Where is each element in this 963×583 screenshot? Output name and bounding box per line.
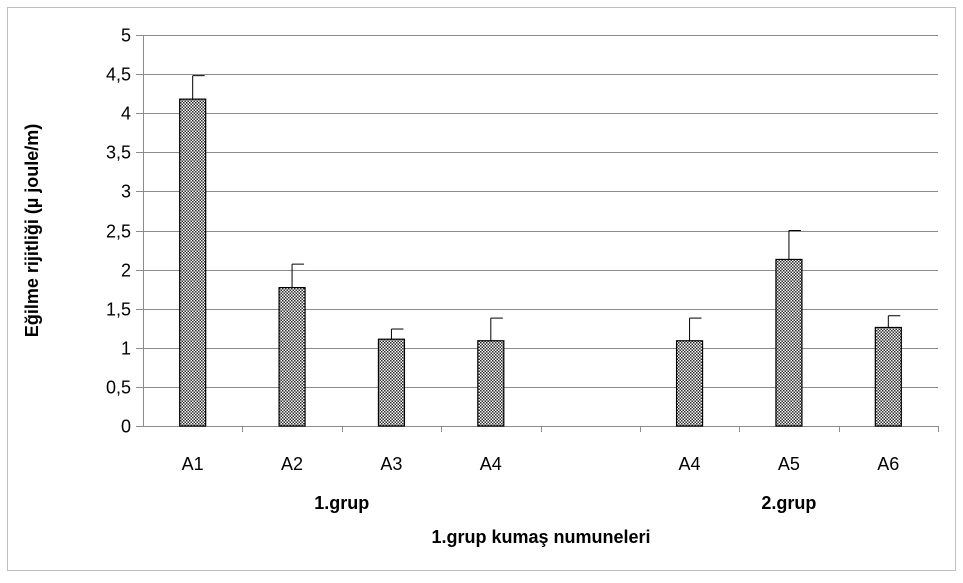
y-tick-label: 2,5	[106, 222, 131, 242]
bar-a6	[874, 326, 902, 427]
x-tick-label: A4	[480, 454, 502, 474]
gridlines	[136, 35, 939, 432]
x-axis-title: 1.grup kumaş numuneleri	[431, 527, 650, 547]
y-tick-label: 1,5	[106, 300, 131, 320]
y-tick-label: 4,5	[106, 65, 131, 85]
x-tick-label: A1	[182, 454, 204, 474]
x-tick-label: A5	[778, 454, 800, 474]
x-tick-label: A2	[281, 454, 303, 474]
x-tick-label: A6	[877, 454, 899, 474]
x-tick-label: A4	[679, 454, 701, 474]
bar-a5	[775, 258, 803, 427]
y-tick-label: 0,5	[106, 378, 131, 398]
bar-a1	[179, 98, 207, 427]
y-tick-label: 0	[121, 417, 131, 437]
y-axis-title: Eğilme rijitliği (µ joule/m)	[22, 124, 42, 337]
bar-a3	[377, 338, 406, 427]
x-tick-labels: A1 A2 A3 A4 A4 A5 A6	[182, 454, 900, 474]
y-tick-labels: 0 0,5 1 1,5 2 2,5 3 3,5 4 4,5 5	[106, 26, 131, 437]
group-label: 2.grup	[761, 493, 816, 513]
y-tick-label: 4	[121, 104, 131, 124]
y-tick-label: 2	[121, 261, 131, 281]
error-bars	[192, 75, 901, 341]
y-tick-label: 3,5	[106, 143, 131, 163]
y-tick-label: 3	[121, 182, 131, 202]
bar-a4	[477, 340, 505, 427]
bar-a2	[278, 286, 306, 427]
group-label: 1.grup	[314, 493, 369, 513]
group-labels: 1.grup 2.grup	[314, 493, 816, 513]
bar-a4	[675, 340, 704, 427]
y-tick-label: 1	[121, 339, 131, 359]
chart-border	[7, 7, 956, 571]
x-tick-label: A3	[380, 454, 402, 474]
y-tick-label: 5	[121, 26, 131, 46]
